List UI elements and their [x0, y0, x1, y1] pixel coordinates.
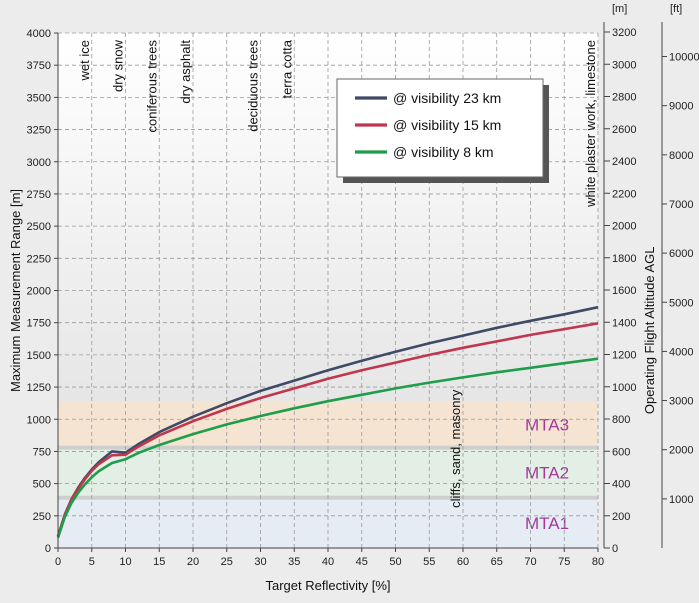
y-tick-label: 750: [33, 446, 51, 458]
y-tick-label: 2750: [27, 189, 51, 201]
altitude-axis-title: Operating Flight Altitude AGL: [642, 246, 657, 414]
altitude-m-tick-label: 600: [612, 446, 630, 458]
surface-label: coniferous trees: [144, 40, 159, 133]
y-tick-label: 3000: [27, 157, 51, 169]
altitude-m-tick-label: 2800: [612, 92, 636, 104]
surface-label: deciduous trees: [246, 40, 261, 132]
surface-label: white plaster work, limestone: [583, 40, 598, 208]
y-tick-label: 500: [33, 479, 51, 491]
x-tick-label: 35: [288, 556, 300, 568]
legend-label-3: @ visibility 8 km: [393, 144, 494, 160]
x-tick-label: 15: [153, 556, 165, 568]
altitude-ft-tick-label: 8000: [669, 150, 693, 162]
x-tick-label: 65: [491, 556, 503, 568]
altitude-m-tick-label: 800: [612, 414, 630, 426]
altitude-m-tick-label: 200: [612, 511, 630, 523]
altitude-m-tick-label: 1400: [612, 317, 636, 329]
altitude-ft-tick-label: 7000: [669, 199, 693, 211]
y-axis-title: Maximum Measurement Range [m]: [8, 189, 23, 392]
altitude-m-tick-label: 1000: [612, 382, 636, 394]
zone-label-mta1: MTA1: [525, 514, 569, 533]
x-tick-label: 10: [119, 556, 131, 568]
y-tick-label: 2500: [27, 221, 51, 233]
y-tick-label: 4000: [27, 28, 51, 40]
y-tick-label: 1500: [27, 350, 51, 362]
legend-label-1: @ visibility 23 km: [393, 90, 501, 106]
x-tick-label: 30: [254, 556, 266, 568]
surface-label: cliffs, sand, masonry: [448, 389, 463, 508]
surface-label: terra cotta: [279, 39, 294, 98]
y-tick-label: 1250: [27, 382, 51, 394]
x-tick-label: 40: [322, 556, 334, 568]
series-line-3: [56, 357, 599, 539]
y-tick-label: 0: [45, 543, 51, 555]
altitude-ft-tick-label: 1000: [669, 494, 693, 506]
altitude-ft-tick-label: 10000: [669, 52, 699, 64]
legend: @ visibility 23 km @ visibility 15 km @ vi…: [336, 78, 549, 183]
altitude-ft-tick-label: 9000: [669, 101, 693, 113]
zone-label-mta2: MTA2: [525, 464, 569, 483]
x-tick-label: 50: [389, 556, 401, 568]
legend-label-2: @ visibility 15 km: [393, 117, 501, 133]
altitude-ft-unit: [ft]: [670, 3, 682, 15]
surface-label: dry snow: [111, 39, 126, 92]
x-tick-label: 80: [592, 556, 604, 568]
altitude-m-tick-label: 1800: [612, 253, 636, 265]
x-tick-label: 60: [457, 556, 469, 568]
altitude-ft-tick-label: 3000: [669, 396, 693, 408]
y-tick-label: 250: [33, 511, 51, 523]
y-tick-label: 3500: [27, 92, 51, 104]
x-tick-label: 55: [423, 556, 435, 568]
altitude-ft-tick-label: 5000: [669, 297, 693, 309]
y-tick-label: 2250: [27, 253, 51, 265]
altitude-m-tick-label: 1200: [612, 350, 636, 362]
altitude-m-tick-label: 400: [612, 479, 630, 491]
altitude-m-tick-label: 2200: [612, 188, 636, 200]
altitude-m-tick-label: 3000: [612, 59, 636, 71]
x-tick-label: 0: [55, 556, 61, 568]
altitude-m-tick-label: 2000: [612, 221, 636, 233]
altitude-m-unit: [m]: [612, 3, 627, 15]
altitude-m-tick-label: 2400: [612, 156, 636, 168]
x-tick-label: 5: [89, 556, 95, 568]
altitude-m-tick-label: 0: [612, 543, 618, 555]
altitude-m-tick-label: 3200: [612, 27, 636, 39]
zone-label-mta3: MTA3: [525, 415, 569, 434]
x-axis-title: Target Reflectivity [%]: [266, 578, 391, 593]
x-tick-label: 75: [558, 556, 570, 568]
altitude-ft-tick-label: 6000: [669, 248, 693, 260]
altitude-m-tick-label: 2600: [612, 124, 636, 136]
altitude-ft-tick-label: 2000: [669, 445, 693, 457]
y-tick-label: 3750: [27, 60, 51, 72]
series-line-2: [56, 322, 599, 537]
legend-box: [336, 78, 544, 178]
x-tick-label: 25: [221, 556, 233, 568]
y-tick-label: 2000: [27, 286, 51, 298]
altitude-ft-tick-label: 4000: [669, 346, 693, 358]
y-tick-label: 1750: [27, 318, 51, 330]
altitude-m-tick-label: 1600: [612, 285, 636, 297]
x-tick-label: 70: [524, 556, 536, 568]
surface-label: wet ice: [77, 40, 92, 81]
surface-label: dry asphalt: [178, 40, 193, 104]
x-tick-label: 45: [356, 556, 368, 568]
y-tick-label: 3250: [27, 125, 51, 137]
x-tick-label: 20: [187, 556, 199, 568]
y-tick-label: 1000: [27, 414, 51, 426]
